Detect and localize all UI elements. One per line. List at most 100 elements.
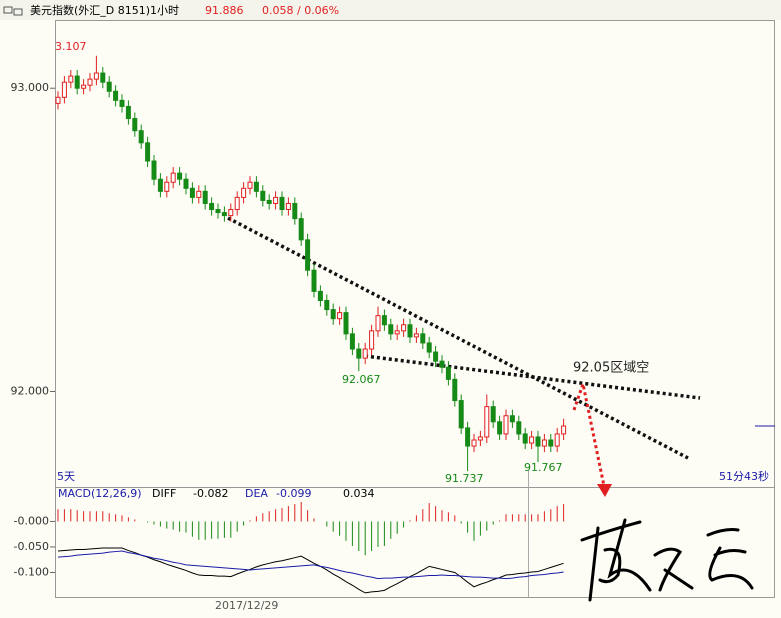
candle-body (465, 427, 471, 447)
candle-body (324, 300, 330, 311)
candle-body (228, 209, 234, 217)
candle-body (119, 99, 125, 107)
candle-body (356, 348, 362, 359)
candle-body (484, 406, 490, 438)
candle-body (209, 202, 215, 211)
candle-body (157, 178, 163, 192)
forecast-arrow (572, 378, 612, 497)
candle-body (247, 181, 253, 189)
macd-title: MACD(12,26,9) (58, 487, 142, 500)
candle-body (426, 342, 432, 353)
candle-body (541, 439, 547, 447)
legend-value: -0.082 (193, 487, 228, 500)
high-label: 3.107 (55, 40, 87, 53)
candle-body (183, 178, 189, 189)
candle-body (125, 105, 131, 120)
y-tick-label: 92.000 (11, 384, 50, 397)
y-tick-label: 93.000 (11, 81, 50, 94)
candle-body (477, 436, 483, 441)
countdown: 51分43秒 (719, 469, 769, 483)
candle-body (93, 72, 99, 80)
candle-body (394, 330, 400, 335)
candle-body (375, 315, 381, 332)
candle-body (401, 324, 407, 332)
legend-value: 0.034 (343, 487, 375, 500)
legend-label: DIFF (152, 487, 176, 500)
trend-lines (227, 216, 701, 460)
candle-body (68, 75, 74, 83)
candle-body (349, 333, 355, 350)
candle-body (317, 290, 323, 302)
price-change: 0.058 / 0.06% (262, 4, 339, 17)
candle-body (202, 190, 208, 204)
legend-value: -0.099 (276, 487, 311, 500)
trade-note: 92.05区域空 (573, 361, 649, 376)
candle-body (311, 269, 317, 292)
candle-body (548, 439, 554, 447)
candle-body (273, 196, 279, 204)
candle-body (100, 72, 106, 83)
candle-body (266, 199, 272, 204)
low-label: 92.067 (342, 373, 381, 386)
candle-body (554, 433, 560, 447)
candle-body (433, 351, 439, 362)
candle-body (61, 81, 67, 98)
candle-body (215, 209, 221, 214)
candle-body (535, 436, 541, 447)
y-tick-label: -0.000 (14, 514, 49, 527)
candle-body (497, 421, 503, 435)
signature (580, 518, 754, 602)
candle-body (490, 406, 496, 423)
y-tick-label: -0.050 (14, 540, 49, 553)
candle-body (509, 415, 515, 423)
candle-body (298, 218, 304, 241)
last-price: 91.886 (205, 4, 244, 17)
candle-body (452, 378, 458, 402)
candle-body (81, 84, 87, 89)
candle-body (529, 436, 535, 444)
candle-body (503, 415, 509, 435)
date-label: 2017/12/29 (215, 599, 278, 612)
symbol: 美元指数(外汇_D 8151)1小时 (30, 3, 179, 17)
candle-body (407, 324, 413, 338)
period: 5天 (57, 470, 75, 483)
candle-body (279, 196, 285, 211)
candle-body (132, 118, 138, 132)
candle-body (177, 172, 183, 180)
candle-body (106, 81, 112, 92)
candle-body (113, 90, 119, 101)
low-label: 91.767 (524, 461, 563, 474)
candle-body (362, 348, 368, 359)
candle-body (221, 212, 227, 217)
candle-body (439, 360, 445, 368)
y-tick-label: -0.100 (14, 565, 49, 578)
candle-body (471, 439, 477, 447)
low-label: 91.737 (445, 472, 484, 485)
candle-body (170, 172, 176, 183)
candle-body (388, 324, 394, 335)
candle-body (189, 187, 195, 198)
candle-body (285, 202, 291, 211)
candle-body (381, 315, 387, 326)
legend-label: DEA (245, 487, 268, 500)
candle-body (337, 312, 343, 320)
candle-body (292, 202, 298, 220)
candle-body (55, 96, 61, 104)
candle-body (369, 330, 375, 350)
candle-body (561, 425, 567, 435)
candle-body (305, 239, 311, 271)
candle-body (458, 400, 464, 429)
candle-body (330, 309, 336, 320)
candle-body (74, 75, 80, 89)
candle-body (87, 78, 93, 86)
candle-body (241, 187, 247, 198)
candle-body (420, 333, 426, 344)
candle-body (343, 312, 349, 335)
candle-body (516, 421, 522, 435)
header-bar (0, 0, 781, 20)
candle-body (138, 130, 144, 144)
macd-line (57, 550, 564, 580)
candle-body (196, 190, 202, 198)
